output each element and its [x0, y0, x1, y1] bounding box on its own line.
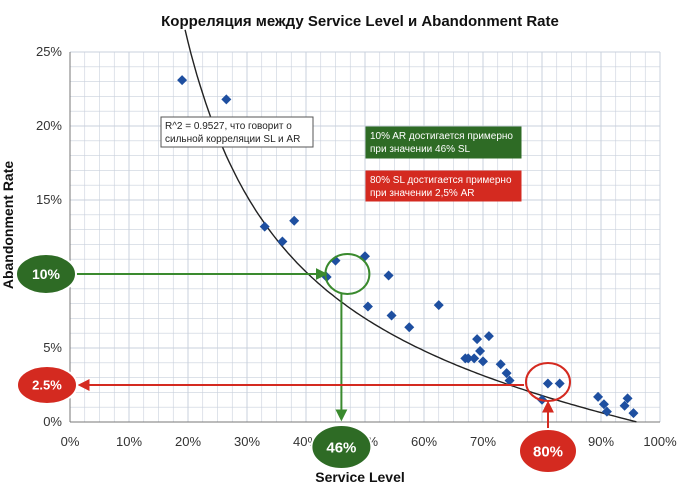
data-point — [554, 378, 565, 389]
annotations: R^2 = 0.9527, что говорит о сильной корре… — [160, 116, 522, 202]
axes — [69, 52, 660, 423]
data-point — [619, 400, 630, 411]
data-point — [289, 215, 300, 226]
data-point — [475, 345, 486, 356]
x-tick-label: 10% — [116, 434, 142, 449]
green-note-line: при значении 46% SL — [370, 144, 470, 155]
x-tick-label: 70% — [470, 434, 496, 449]
data-point — [277, 236, 288, 247]
red-note-box — [365, 170, 522, 202]
red-sl-bubble-shape — [518, 428, 578, 474]
x-tick-label: 60% — [411, 434, 437, 449]
data-point — [259, 221, 270, 232]
y-tick-label: 15% — [36, 192, 62, 207]
red-sl-bubble-label: 80% — [533, 443, 563, 460]
data-point — [593, 391, 604, 402]
grid — [69, 51, 661, 423]
data-point — [598, 399, 609, 410]
trendline — [184, 29, 637, 423]
data-point — [386, 310, 397, 321]
data-point — [622, 393, 633, 404]
y-tick-label: 20% — [36, 118, 62, 133]
guide-arrows: 10% 46% 2.5% 80% — [15, 253, 578, 474]
data-point — [504, 375, 515, 386]
r2-note-line: сильной корреляции SL и AR — [165, 134, 300, 145]
data-point — [383, 270, 394, 281]
data-point — [483, 331, 494, 342]
tick-labels: 0%10%20%30%40%50%60%70%80%90%100%0%5%10%… — [36, 44, 677, 449]
data-points — [177, 75, 639, 419]
green-note-line: 10% AR достигается примерно — [370, 131, 513, 142]
x-tick-label: 20% — [175, 434, 201, 449]
x-tick-label: 30% — [234, 434, 260, 449]
y-tick-label: 0% — [43, 414, 62, 429]
data-point — [463, 353, 474, 364]
green-ar-bubble-label: 10% — [32, 266, 61, 282]
data-point — [469, 353, 480, 364]
data-point — [542, 378, 553, 389]
data-point — [495, 359, 506, 370]
green-ar-bubble-shape — [15, 253, 77, 295]
red-note-line: при значении 2,5% AR — [370, 188, 475, 199]
data-point — [221, 94, 232, 105]
green-note-box — [365, 126, 522, 159]
green-sl-bubble-shape — [310, 424, 373, 470]
red-note-line: 80% SL достигается примерно — [370, 175, 512, 186]
x-axis-label: Service Level — [315, 469, 405, 485]
data-point — [404, 322, 415, 333]
y-axis-label: Abandonment Rate — [0, 161, 16, 290]
chart-title: Корреляция между Service Level и Abandon… — [161, 13, 559, 30]
data-point — [362, 301, 373, 312]
red-ar-bubble-shape — [16, 365, 78, 405]
data-point — [601, 406, 612, 417]
y-tick-label: 5% — [43, 340, 62, 355]
data-point — [177, 75, 188, 86]
red-ar-bubble-label: 2.5% — [32, 378, 62, 393]
y-tick-label: 25% — [36, 44, 62, 59]
data-point — [628, 408, 639, 419]
green-sl-bubble-label: 46% — [326, 439, 356, 456]
x-tick-label: 100% — [643, 434, 677, 449]
x-tick-label: 0% — [61, 434, 80, 449]
x-tick-label: 90% — [588, 434, 614, 449]
r2-note-box — [160, 116, 314, 148]
trend-curve — [184, 29, 637, 423]
r2-note-line: R^2 = 0.9527, что говорит о — [165, 121, 292, 132]
data-point — [433, 300, 444, 311]
data-point — [501, 368, 512, 379]
data-point — [472, 334, 483, 345]
data-point — [478, 356, 488, 367]
